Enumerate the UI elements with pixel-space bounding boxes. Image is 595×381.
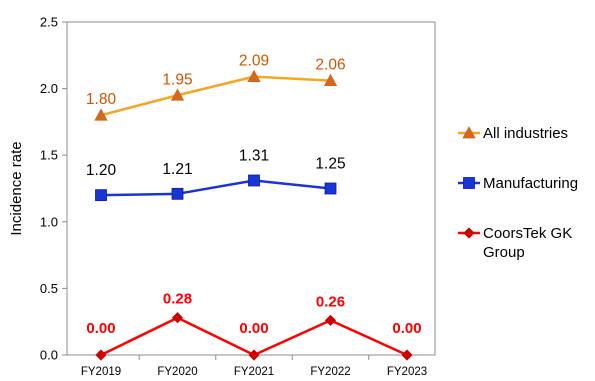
data-label: 0.00 [86, 320, 115, 337]
data-point-marker [323, 73, 338, 87]
data-label: 1.21 [162, 161, 192, 178]
data-label: 1.95 [162, 71, 192, 88]
legend-marker [463, 227, 475, 239]
data-point-marker [94, 108, 108, 121]
data-point-marker [247, 69, 261, 83]
legend-label: All industries [483, 125, 568, 142]
data-label: 2.06 [315, 57, 345, 74]
y-tick-label: 1.5 [40, 148, 58, 163]
data-label: 1.20 [86, 162, 117, 179]
y-tick-label: 1.0 [40, 214, 58, 229]
series-line [100, 75, 331, 117]
data-point-marker [95, 349, 107, 361]
legend-marker [463, 177, 475, 189]
data-point-marker [248, 349, 260, 361]
y-tick-label: 2.5 [40, 15, 58, 30]
data-label: 1.80 [86, 91, 117, 108]
x-tick-label: FY2020 [157, 366, 197, 376]
data-point-marker [171, 187, 184, 200]
x-tick-label: FY2022 [310, 366, 350, 376]
y-tick-label: 0.5 [40, 281, 58, 296]
series-line [100, 179, 331, 197]
y-tick-label: 0.0 [40, 348, 58, 363]
legend-label: CoorsTek GK [483, 225, 572, 242]
data-point-marker [401, 349, 413, 361]
data-label: 1.25 [315, 156, 345, 173]
data-point-marker [248, 174, 260, 187]
x-tick-label: FY2021 [234, 366, 274, 376]
data-point-marker [95, 189, 107, 202]
legend-label: Group [483, 244, 525, 261]
data-point-marker [170, 88, 185, 101]
x-tick-label: FY2023 [387, 366, 427, 376]
data-point-marker [324, 314, 337, 326]
data-label: 0.00 [239, 320, 268, 337]
data-point-marker [324, 182, 337, 195]
y-axis-title: Incidence rate [8, 141, 25, 235]
data-label: 0.00 [392, 320, 421, 337]
data-label: 2.09 [239, 53, 269, 70]
legend-marker [462, 126, 476, 139]
plot-area-frame [66, 21, 436, 356]
data-point-marker [171, 312, 184, 324]
y-tick-label: 2.0 [40, 81, 58, 96]
x-tick-label: FY2019 [81, 366, 121, 376]
data-label: 1.31 [239, 148, 269, 165]
data-label: 0.28 [163, 291, 192, 308]
data-label: 0.26 [316, 293, 345, 310]
legend-label: Manufacturing [483, 175, 578, 192]
